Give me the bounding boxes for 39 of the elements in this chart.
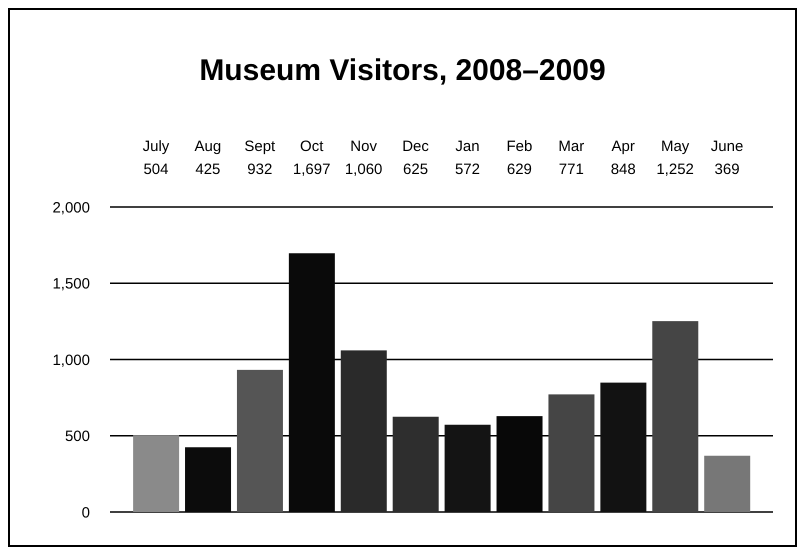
data-label: 625 [403, 161, 428, 178]
data-label: 369 [714, 161, 740, 178]
x-tick-label: Sept [244, 138, 276, 155]
data-label: 1,060 [344, 161, 382, 178]
x-tick-label: Jan [455, 138, 480, 155]
data-label: 932 [247, 161, 272, 178]
y-tick-label: 1,000 [52, 352, 90, 369]
x-tick-label: June [710, 138, 744, 155]
data-label: 504 [143, 161, 168, 178]
x-tick-label: May [660, 138, 690, 155]
bar [133, 435, 180, 512]
data-label: 425 [195, 161, 220, 178]
data-label: 629 [506, 161, 532, 178]
data-label: 1,697 [292, 161, 330, 178]
bar [652, 321, 698, 512]
bar [444, 424, 491, 512]
chart-title: Museum Visitors, 2008–2009 [198, 54, 607, 88]
bar [236, 370, 283, 512]
x-tick-label: July [142, 138, 170, 155]
y-tick-label: 0 [82, 504, 90, 522]
data-label: 771 [558, 161, 584, 178]
y-tick-label: 500 [64, 428, 90, 446]
y-tick-label: 1,500 [52, 276, 90, 293]
y-tick-label: 2,000 [52, 199, 90, 216]
bar [548, 394, 594, 512]
x-tick-label: Apr [612, 138, 635, 155]
bar [600, 382, 646, 512]
x-tick-label: Dec [402, 138, 430, 155]
x-tick-label: Feb [506, 138, 532, 155]
x-tick-label: Oct [300, 138, 324, 155]
x-tick-label: Mar [558, 138, 584, 155]
x-tick-label: Nov [350, 138, 378, 155]
bar [340, 350, 387, 512]
bar [704, 456, 750, 512]
data-label: 572 [454, 161, 480, 178]
data-label: 1,252 [656, 161, 694, 178]
data-label: 848 [610, 161, 636, 178]
bar [392, 416, 439, 512]
x-tick-label: Aug [194, 138, 222, 155]
